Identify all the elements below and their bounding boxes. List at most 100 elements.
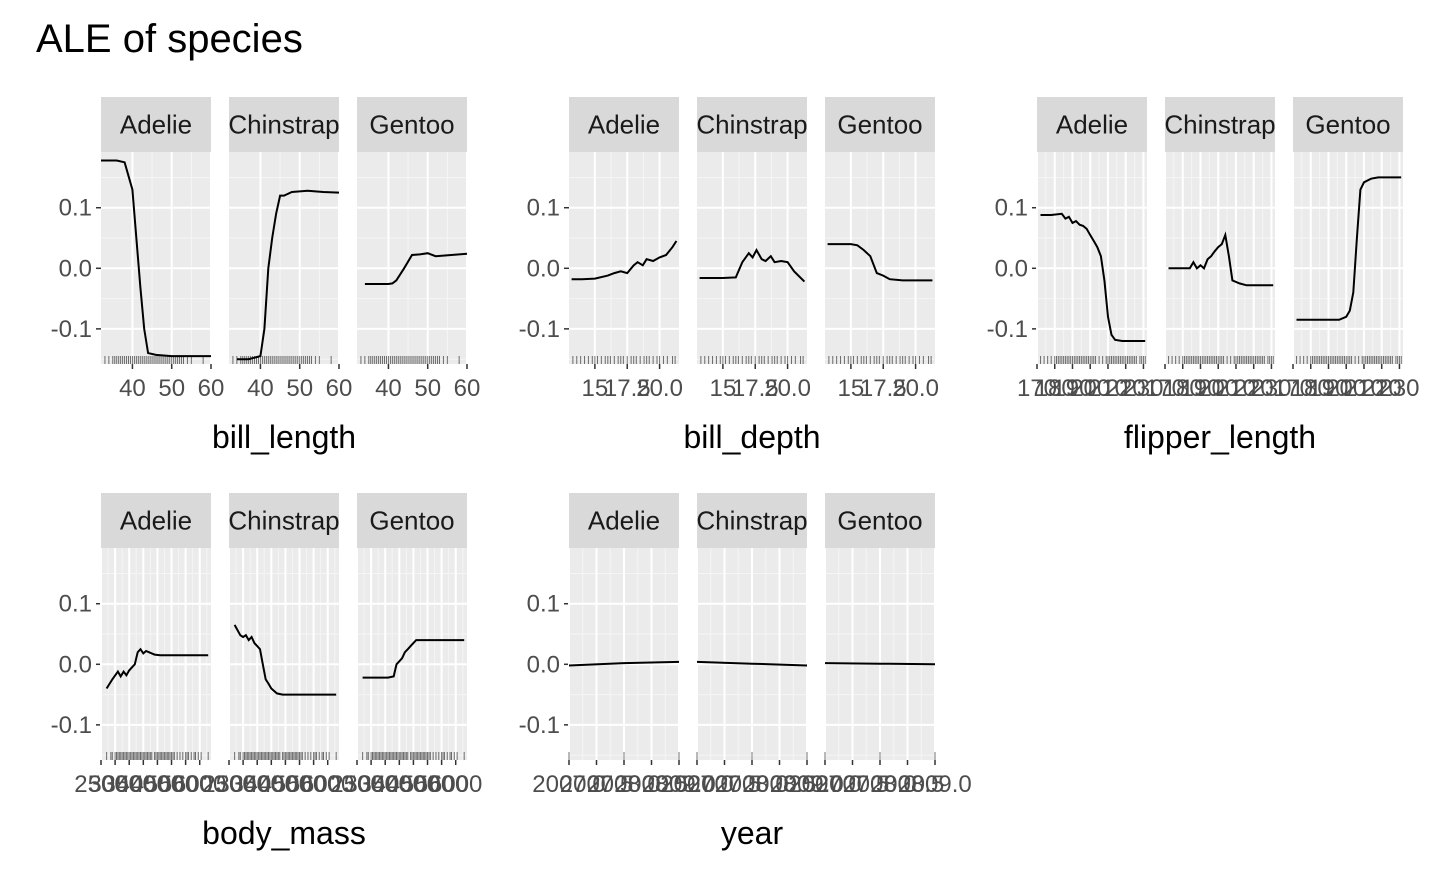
panel-background [101, 152, 211, 364]
y-tick-label: -0.1 [51, 712, 92, 739]
facet-strip [1037, 97, 1147, 152]
y-tick-label: 0.1 [59, 195, 92, 222]
x-tick-label: 2009.0 [898, 771, 971, 798]
ale-line-adelie [1040, 212, 1146, 342]
x-tick-label: 170 [1017, 375, 1057, 402]
x-tick-label: 5000 [273, 771, 326, 798]
x-tick-label: 2007.5 [560, 771, 633, 798]
x-tick-label: 50 [414, 375, 441, 402]
x-tick-label: 50 [158, 375, 185, 402]
panel-body_mass-chinstrap: Chinstrap 2500300035004000450050005500600… [202, 493, 354, 798]
x-tick-label: 2008.0 [715, 771, 788, 798]
x-tick-label: 60 [326, 375, 353, 402]
facet-label: Gentoo [369, 110, 454, 140]
x-tick-label: 3500 [231, 771, 284, 798]
panel-background [229, 548, 339, 760]
x-tick-label: 4500 [387, 771, 440, 798]
facet-label: Chinstrap [228, 110, 339, 140]
facet-label: Chinstrap [696, 506, 807, 536]
facet-strip [825, 97, 935, 152]
y-tick-label: 0.1 [527, 195, 560, 222]
x-tick-label: 50 [286, 375, 313, 402]
feature-block-year: -0.10.00.1Adelie2007.02007.52008.02008.5… [519, 493, 972, 851]
ale-line-gentoo [362, 639, 465, 679]
panel-background [1293, 152, 1403, 364]
x-tick-label: 60 [454, 375, 481, 402]
y-tick-label: 0.1 [995, 195, 1028, 222]
facet-strip [1165, 97, 1275, 152]
panel-background [569, 152, 679, 364]
x-tick-label: 20.0 [892, 375, 939, 402]
x-tick-label: 2009.0 [770, 771, 843, 798]
facet-label: Adelie [588, 110, 660, 140]
x-tick-label: 2007.0 [660, 771, 733, 798]
x-tick-label: 40 [247, 375, 274, 402]
x-tick-label: 210 [1344, 375, 1384, 402]
chart-title: ALE of species [36, 17, 303, 61]
facet-label: Chinstrap [228, 506, 339, 536]
panel-background [357, 548, 467, 760]
facet-strip [357, 493, 467, 548]
ale-line-chinstrap [1168, 231, 1274, 287]
facet-strip [101, 97, 211, 152]
y-tick-label: -0.1 [519, 712, 560, 739]
facet-strip [101, 493, 211, 548]
x-tick-label: 3500 [359, 771, 412, 798]
y-tick-label: 0.0 [527, 255, 560, 282]
x-tick-label: 2500 [202, 771, 255, 798]
y-tick-label: 0.0 [59, 651, 92, 678]
panel-bill_length-gentoo: Gentoo 40 50 60 [357, 97, 480, 402]
x-tick-label: 170 [1145, 375, 1185, 402]
facet-strip [357, 97, 467, 152]
feature-block-flipper_length: -0.10.00.1Adelie170180190200210220230Chi… [987, 97, 1419, 455]
feature-block-body_mass: -0.10.00.1Adelie250030003500400045005000… [51, 493, 482, 851]
x-tick-label: 180 [1035, 375, 1075, 402]
y-tick-label: -0.1 [51, 316, 92, 343]
facet-label: Chinstrap [696, 110, 807, 140]
facet-strip [569, 97, 679, 152]
facet-label: Gentoo [1305, 110, 1390, 140]
x-tick-label: 3000 [216, 771, 269, 798]
x-tick-label: 190 [1180, 375, 1220, 402]
x-tick-label: 220 [1106, 375, 1146, 402]
x-tick-label: 190 [1308, 375, 1348, 402]
x-tick-label: 2007.5 [688, 771, 761, 798]
x-tick-label: 170 [1273, 375, 1313, 402]
feature-block-bill_depth: -0.10.00.1Adelie1517.520.0Chinstrap1517.… [519, 97, 939, 455]
y-tick-label: -0.1 [519, 316, 560, 343]
facet-strip [697, 97, 807, 152]
x-tick-label: 3500 [103, 771, 156, 798]
x-tick-label: 5500 [415, 771, 468, 798]
x-axis-title: flipper_length [1124, 419, 1316, 455]
x-axis-title: bill_length [212, 419, 356, 455]
x-tick-label: 15 [710, 375, 737, 402]
x-tick-label: 2007.5 [816, 771, 889, 798]
x-tick-label: 2007.0 [532, 771, 605, 798]
ale-line-adelie [101, 159, 211, 358]
x-tick-label: 2008.0 [587, 771, 660, 798]
x-tick-label: 17.5 [604, 375, 651, 402]
x-tick-label: 220 [1362, 375, 1402, 402]
x-tick-label: 5000 [401, 771, 454, 798]
x-tick-label: 5000 [145, 771, 198, 798]
x-tick-label: 4500 [131, 771, 184, 798]
facet-label: Adelie [120, 506, 192, 536]
x-tick-label: 2008.5 [871, 771, 944, 798]
x-tick-label: 5500 [287, 771, 340, 798]
x-tick-label: 230 [1379, 375, 1419, 402]
x-tick-label: 17.5 [860, 375, 907, 402]
x-tick-label: 4000 [117, 771, 170, 798]
panel-background [1165, 152, 1275, 364]
panel-background [825, 152, 935, 364]
facet-label: Gentoo [837, 506, 922, 536]
x-tick-label: 190 [1052, 375, 1092, 402]
ale-line-gentoo [1296, 176, 1402, 321]
x-axis-title: year [721, 815, 784, 851]
